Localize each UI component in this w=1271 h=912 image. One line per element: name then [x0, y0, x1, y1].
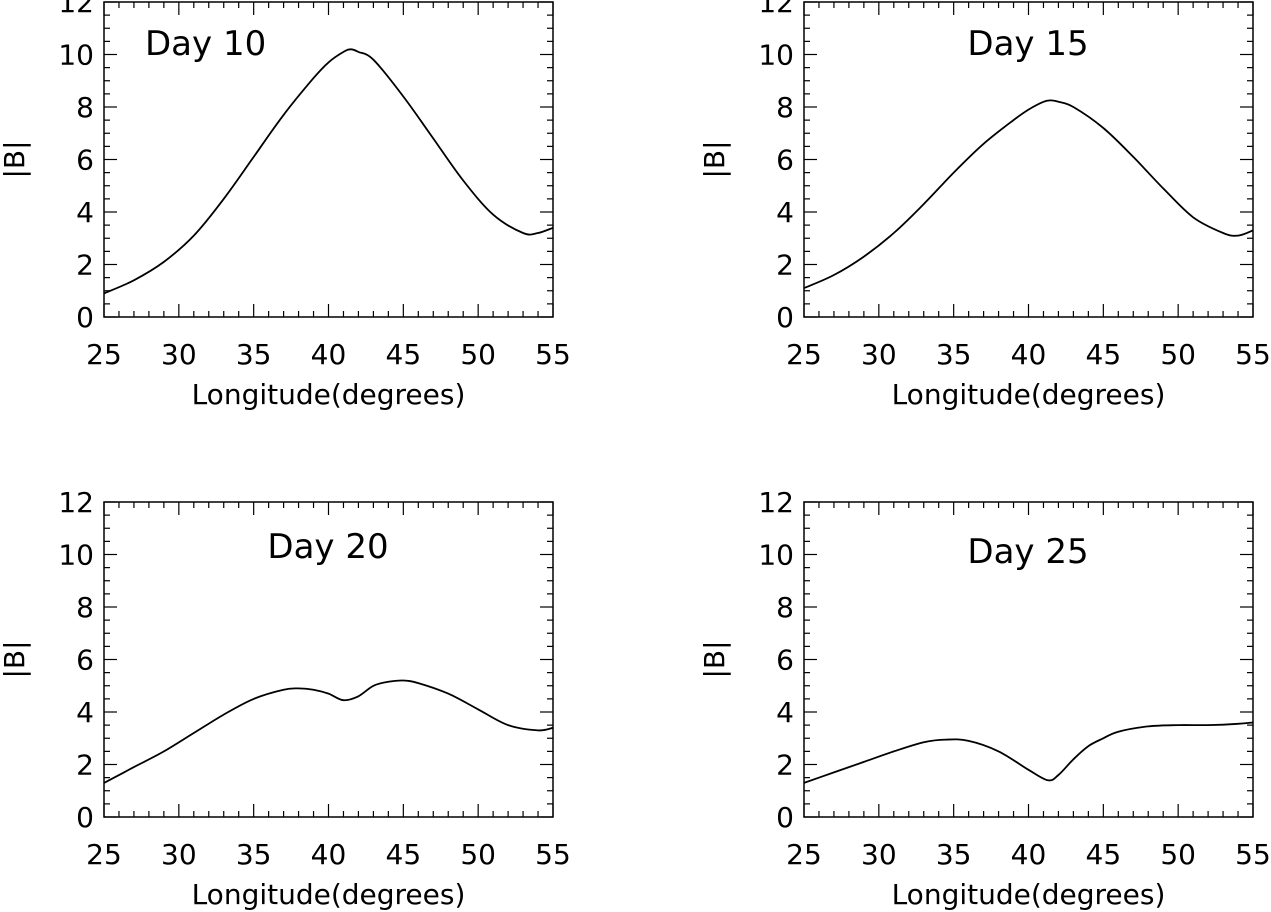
- x-tick-label: 45: [386, 338, 422, 371]
- y-tick-label: 6: [776, 644, 794, 677]
- x-axis-title: Longitude(degrees): [192, 878, 466, 911]
- y-tick-label: 10: [58, 39, 94, 72]
- y-tick-label: 2: [776, 249, 794, 282]
- y-axis-title: |B|: [0, 140, 31, 178]
- x-tick-label: 50: [1160, 838, 1196, 871]
- x-axis-title: Longitude(degrees): [892, 878, 1166, 911]
- y-tick-label: 4: [76, 196, 94, 229]
- x-tick-label: 50: [460, 838, 496, 871]
- y-tick-label: 6: [776, 144, 794, 177]
- x-tick-label: 25: [86, 838, 122, 871]
- panel-title: Day 15: [967, 24, 1088, 64]
- y-tick-label: 8: [776, 591, 794, 624]
- y-tick-label: 4: [776, 196, 794, 229]
- panel-title: Day 10: [145, 24, 266, 64]
- y-tick-label: 6: [76, 644, 94, 677]
- y-tick-label: 10: [58, 539, 94, 572]
- y-axis-title: |B|: [698, 140, 731, 178]
- y-tick-label: 12: [58, 0, 94, 19]
- y-axis-title: |B|: [698, 640, 731, 678]
- y-tick-label: 0: [76, 301, 94, 334]
- x-tick-label: 45: [386, 838, 422, 871]
- x-axis-title: Longitude(degrees): [892, 378, 1166, 411]
- x-tick-label: 55: [1235, 338, 1271, 371]
- y-tick-label: 0: [776, 801, 794, 834]
- x-tick-label: 35: [936, 838, 972, 871]
- x-tick-label: 45: [1086, 338, 1122, 371]
- x-tick-label: 45: [1086, 838, 1122, 871]
- x-tick-label: 25: [786, 838, 822, 871]
- x-tick-label: 40: [1011, 338, 1047, 371]
- x-tick-label: 55: [1235, 838, 1271, 871]
- panel-4: 25 30 35 40 45 50 55 0 2 4 6 8 10 12 Longitude(degrees…: [698, 486, 1271, 911]
- x-axis-title: Longitude(degrees): [192, 378, 466, 411]
- y-tick-label: 10: [758, 539, 794, 572]
- y-tick-label: 12: [758, 486, 794, 519]
- x-tick-label: 35: [236, 838, 272, 871]
- y-tick-label: 2: [76, 249, 94, 282]
- y-tick-label: 0: [76, 801, 94, 834]
- series-line-day-15: [803, 99, 1254, 289]
- x-tick-label: 50: [460, 338, 496, 371]
- x-tick-label: 25: [86, 338, 122, 371]
- y-tick-label: 4: [776, 696, 794, 729]
- y-tick-label: 8: [76, 91, 94, 124]
- x-tick-label: 40: [311, 838, 347, 871]
- x-tick-label: 35: [936, 338, 972, 371]
- series-line-day-25: [803, 721, 1254, 784]
- x-tick-label: 35: [236, 338, 272, 371]
- y-tick-label: 12: [758, 0, 794, 19]
- x-tick-label: 55: [535, 338, 571, 371]
- panel-2: 25 30 35 40 45 50 55 0 2 4 6 8 10 12 Longitude(degrees…: [698, 0, 1271, 411]
- x-tick-label: 30: [161, 338, 197, 371]
- y-tick-label: 10: [758, 39, 794, 72]
- y-tick-label: 4: [76, 696, 94, 729]
- x-tick-label: 40: [1011, 838, 1047, 871]
- y-tick-label: 8: [776, 91, 794, 124]
- y-tick-label: 2: [76, 749, 94, 782]
- x-tick-label: 30: [161, 838, 197, 871]
- y-tick-label: 0: [776, 301, 794, 334]
- series-line-day-20: [103, 679, 554, 784]
- panel-1: 25 30 35 40 45 50 55 0 2 4 6 8 10 12 Longitude(degrees…: [0, 0, 571, 411]
- panel-3: 25 30 35 40 45 50 55 0 2 4 6 8 10 12 Longitude(degrees…: [0, 486, 571, 911]
- y-tick-label: 8: [76, 591, 94, 624]
- x-tick-label: 25: [786, 338, 822, 371]
- x-tick-label: 30: [861, 338, 897, 371]
- y-tick-label: 2: [776, 749, 794, 782]
- x-tick-label: 30: [861, 838, 897, 871]
- x-tick-label: 50: [1160, 338, 1196, 371]
- series-line-day-10: [103, 48, 554, 295]
- y-axis-title: |B|: [0, 640, 31, 678]
- panel-title: Day 20: [267, 527, 388, 567]
- y-tick-label: 6: [76, 144, 94, 177]
- y-tick-label: 12: [58, 486, 94, 519]
- panel-title: Day 25: [967, 532, 1088, 572]
- x-tick-label: 55: [535, 838, 571, 871]
- x-tick-label: 40: [311, 338, 347, 371]
